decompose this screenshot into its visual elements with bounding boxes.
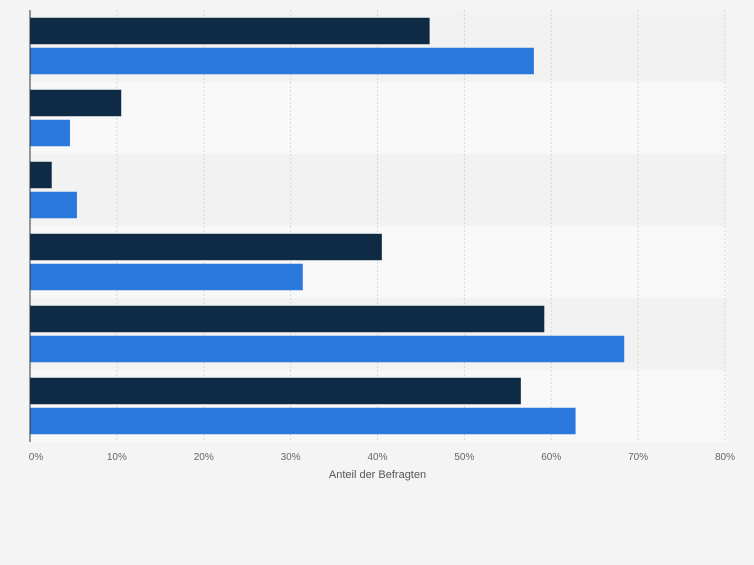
bar-series-2-row-2[interactable] <box>30 119 70 147</box>
x-tick-labels: 0% 10% 20% 30% 40% 50% 60% 70% 80% <box>29 452 735 463</box>
bar-series-1-row-2[interactable] <box>30 89 122 117</box>
bar-series-2-row-1[interactable] <box>30 47 534 75</box>
bar-series-2-row-4[interactable] <box>30 263 303 291</box>
row-band <box>30 82 727 154</box>
x-tick-label: 60% <box>541 452 561 463</box>
row-band <box>30 154 727 226</box>
x-axis-label: Anteil der Befragten <box>329 469 426 481</box>
row-bands <box>30 10 727 442</box>
x-tick-label: 40% <box>367 452 387 463</box>
bar-series-1-row-1[interactable] <box>30 17 430 45</box>
bar-series-1-row-3[interactable] <box>30 161 52 189</box>
x-tick-label: 20% <box>194 452 214 463</box>
bar-series-2-row-5[interactable] <box>30 335 625 363</box>
x-tick-label: 30% <box>281 452 301 463</box>
bar-series-2-row-6[interactable] <box>30 407 576 435</box>
bars <box>30 17 625 435</box>
x-tick-label: 70% <box>628 452 648 463</box>
bar-series-1-row-4[interactable] <box>30 233 382 261</box>
x-tick-label: 10% <box>107 452 127 463</box>
x-tick-label: 0% <box>29 452 44 463</box>
grid-lines <box>116 10 726 442</box>
bar-series-2-row-3[interactable] <box>30 191 77 219</box>
x-tick-label: 50% <box>454 452 474 463</box>
bar-series-1-row-5[interactable] <box>30 305 545 333</box>
bar-series-1-row-6[interactable] <box>30 377 521 405</box>
x-tick-label: 80% <box>715 452 735 463</box>
